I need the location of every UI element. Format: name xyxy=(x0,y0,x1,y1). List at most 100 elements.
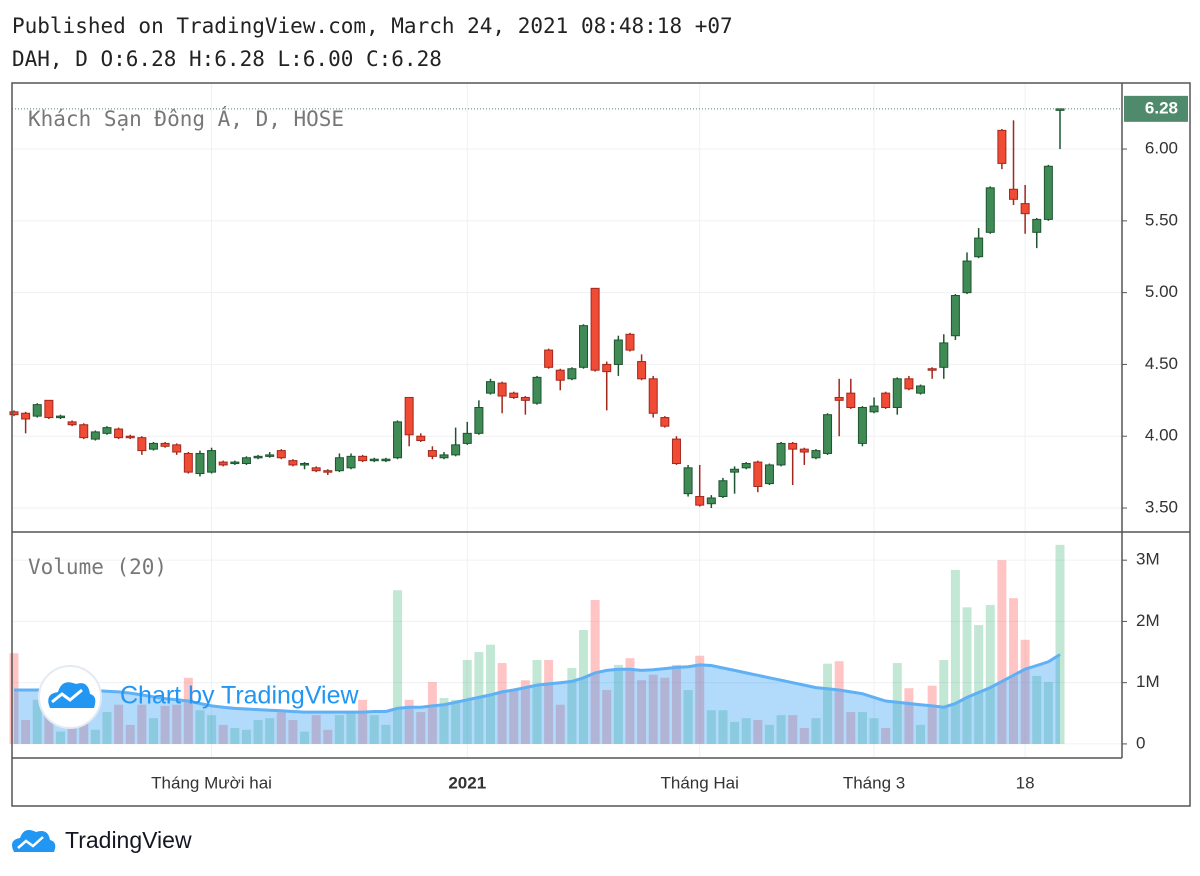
y2-tick-label: 2M xyxy=(1136,611,1160,630)
volume-bar xyxy=(137,704,147,744)
candle-body xyxy=(578,325,588,368)
candle-body xyxy=(44,399,54,419)
candle-body xyxy=(846,392,856,409)
volume-bar xyxy=(21,720,31,744)
candle-body xyxy=(811,450,821,459)
volume-bar xyxy=(1020,639,1030,744)
volume-bar xyxy=(160,705,170,744)
volume-ma-line xyxy=(14,653,1061,714)
candle-body xyxy=(916,385,926,394)
candle-body xyxy=(393,421,403,459)
candle-body xyxy=(753,461,763,487)
candle-body xyxy=(683,467,693,495)
candle-body xyxy=(90,431,100,440)
volume-bar xyxy=(44,707,54,744)
volume-bar xyxy=(276,712,286,744)
chart-title: Khách Sạn Đông Á, D, HOSE xyxy=(28,106,344,131)
candle-body xyxy=(834,396,844,401)
volume-bar xyxy=(753,720,763,744)
volume-bar xyxy=(369,715,379,744)
candle-body xyxy=(381,458,391,462)
volume-bar xyxy=(660,677,670,744)
volume-bar xyxy=(125,724,135,744)
candle-body xyxy=(427,450,437,457)
x-tick-label: 2021 xyxy=(448,773,486,792)
candle-body xyxy=(102,427,112,434)
candle-body xyxy=(671,438,681,465)
volume-bar xyxy=(974,625,984,744)
volume-bar xyxy=(695,655,705,744)
candle-body xyxy=(939,342,949,368)
candle-body xyxy=(79,424,89,439)
volume-bar xyxy=(55,731,65,744)
volume-bar xyxy=(788,715,798,744)
candle-body xyxy=(241,457,251,465)
candle-body xyxy=(706,497,716,505)
candle-body xyxy=(55,415,65,419)
volume-ma-area xyxy=(14,654,1060,744)
candle-body xyxy=(148,442,158,450)
candle-body xyxy=(718,480,728,498)
candle-body xyxy=(904,378,914,390)
footer-cloud xyxy=(12,830,56,852)
candle-body xyxy=(67,421,77,426)
candle-body xyxy=(741,463,751,469)
volume-bar xyxy=(218,724,228,744)
candle-body xyxy=(509,392,519,398)
volume-pane xyxy=(9,544,1065,744)
candle-body xyxy=(497,382,507,397)
volume-bar xyxy=(148,718,158,744)
frame xyxy=(11,82,1191,807)
candle-body xyxy=(997,129,1007,164)
candle-body xyxy=(648,378,658,414)
volume-bar xyxy=(811,718,821,744)
candle-body xyxy=(276,450,286,459)
y-tick-label: 3.50 xyxy=(1145,498,1178,517)
volume-bar xyxy=(172,704,182,744)
y2-tick-label: 3M xyxy=(1136,550,1160,569)
candle-body xyxy=(799,448,809,453)
candle-body xyxy=(21,412,31,420)
volume-bar xyxy=(509,690,519,744)
candle-body xyxy=(125,435,135,439)
candle-body xyxy=(253,455,263,459)
candle-body xyxy=(625,333,635,351)
volume-bar xyxy=(114,704,124,744)
volume-bar xyxy=(265,718,275,744)
candle-body xyxy=(695,496,705,506)
candle-body xyxy=(950,295,960,337)
candle-body xyxy=(1020,203,1030,215)
candle-body xyxy=(962,260,972,294)
candle-body xyxy=(1009,188,1019,200)
candle-body xyxy=(555,369,565,381)
y-tick-label: 5.00 xyxy=(1145,282,1178,301)
volume-bar xyxy=(916,724,926,744)
volume-bar xyxy=(799,727,809,744)
y2-tick-label: 0 xyxy=(1136,733,1145,752)
volume-bar xyxy=(997,560,1007,744)
candle-body xyxy=(892,378,902,409)
volume-bar xyxy=(950,569,960,744)
candle-body xyxy=(567,368,577,380)
candle-body xyxy=(869,405,879,413)
candle-body xyxy=(462,432,472,444)
candle-body xyxy=(1043,165,1053,220)
volume-bar xyxy=(776,715,786,744)
volume-bar xyxy=(613,664,623,744)
volume-bar xyxy=(927,685,937,744)
volume-bar xyxy=(671,664,681,744)
candle-body xyxy=(369,458,379,462)
y-tick-label: 4.50 xyxy=(1145,354,1178,373)
volume-bar xyxy=(730,721,740,744)
volume-bar xyxy=(32,699,42,744)
watermark-cloud xyxy=(48,682,96,708)
volume-bar xyxy=(253,720,263,744)
volume-bar xyxy=(637,680,647,744)
candle-body xyxy=(637,361,647,380)
volume-bar xyxy=(358,699,368,744)
volume-bar xyxy=(741,718,751,744)
y-tick-label: 6.00 xyxy=(1145,139,1178,158)
volume-bar xyxy=(230,727,240,744)
volume-bar xyxy=(625,658,635,744)
volume-bar xyxy=(544,660,554,744)
